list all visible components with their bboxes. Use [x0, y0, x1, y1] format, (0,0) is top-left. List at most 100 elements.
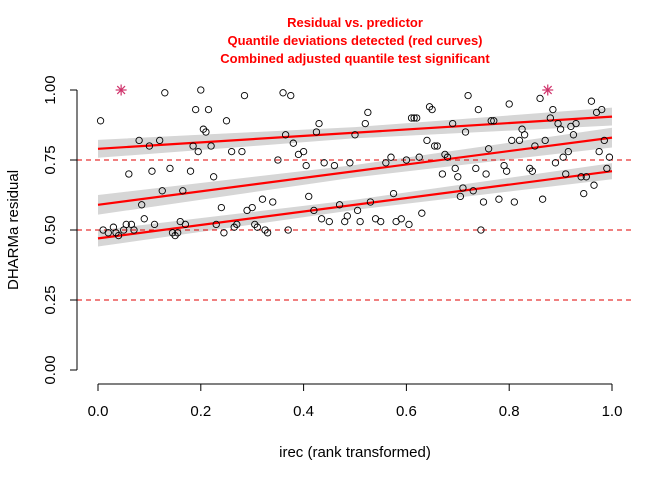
data-point [96, 117, 105, 125]
data-point [320, 159, 328, 167]
data-point [474, 105, 483, 114]
outlier-star-marker [115, 84, 127, 96]
data-point [410, 114, 418, 122]
data-point [364, 108, 372, 117]
data-point [353, 206, 362, 215]
data-point [477, 226, 485, 234]
data-point [315, 119, 323, 128]
chart-title: Residual vs. predictor Quantile deviatio… [220, 15, 490, 66]
data-point [161, 89, 169, 97]
data-point [156, 136, 164, 145]
data-point [150, 220, 159, 229]
data-point [174, 229, 182, 237]
data-point [351, 131, 359, 139]
data-point [104, 229, 112, 237]
data-point [279, 89, 287, 97]
data-point [238, 147, 246, 156]
data-point [449, 119, 457, 128]
y-axis: 0.00 0.25 0.50 0.75 1.00 [42, 75, 78, 385]
data-point [562, 170, 570, 178]
data-point [310, 206, 318, 215]
data-point [361, 119, 369, 128]
data-point [572, 119, 580, 128]
data-point [559, 153, 567, 161]
data-point [556, 125, 565, 133]
data-point [366, 198, 375, 206]
data-point [603, 164, 611, 173]
data-point [207, 142, 215, 150]
data-point [428, 105, 436, 114]
data-point [227, 147, 236, 156]
data-point [423, 136, 431, 145]
data-point [197, 86, 205, 94]
data-point [356, 217, 364, 226]
y-tick-label: 0.75 [42, 145, 59, 174]
data-point [415, 153, 423, 161]
y-tick-label: 1.00 [42, 75, 59, 104]
data-point [438, 170, 447, 178]
x-tick-label: 0.0 [88, 403, 109, 420]
data-point [595, 147, 603, 156]
y-axis-label: DHARMa residual [5, 170, 22, 290]
data-point [181, 220, 190, 229]
data-point [580, 189, 588, 198]
x-tick-label: 0.8 [499, 403, 520, 420]
title-line-2: Quantile deviations detected (red curves… [227, 33, 482, 48]
data-point [454, 173, 462, 181]
data-point [305, 192, 313, 201]
y-tick-label: 0.00 [42, 355, 59, 384]
data-point [253, 223, 261, 231]
data-point [387, 153, 395, 161]
title-line-1: Residual vs. predictor [287, 15, 423, 30]
data-point [330, 161, 339, 170]
data-point [456, 192, 465, 201]
data-point [135, 136, 143, 145]
data-point [222, 117, 231, 125]
data-point [240, 91, 249, 100]
data-point [549, 105, 557, 114]
data-point [546, 114, 554, 122]
data-point [487, 117, 495, 125]
x-axis-label: irec (rank transformed) [279, 444, 431, 461]
data-point [479, 198, 488, 206]
outlier-markers [115, 84, 554, 96]
data-point [258, 195, 267, 203]
data-point [443, 153, 452, 161]
data-point [495, 195, 503, 203]
data-point [140, 215, 148, 223]
x-tick-label: 0.6 [396, 403, 417, 420]
data-point [505, 100, 513, 108]
data-point [343, 212, 351, 220]
quantile-line-0.25 [97, 170, 613, 240]
data-point [461, 128, 470, 136]
data-point [202, 128, 210, 136]
data-point [284, 226, 292, 234]
data-point [289, 139, 297, 147]
data-point [312, 128, 321, 136]
data-point [209, 173, 218, 181]
confidence-bands [98, 107, 612, 247]
data-point [531, 142, 539, 150]
data-point [389, 189, 398, 198]
data-point [431, 142, 439, 150]
data-point [551, 159, 560, 167]
data-point [325, 217, 333, 226]
data-point [220, 229, 228, 237]
data-point [451, 164, 459, 173]
data-point [192, 105, 200, 114]
data-point [538, 195, 547, 203]
data-point [582, 173, 590, 181]
data-point [520, 131, 529, 139]
data-point [405, 220, 413, 229]
data-point [564, 147, 572, 156]
data-point [472, 164, 480, 173]
data-point [179, 187, 187, 195]
data-point [469, 187, 477, 195]
data-point [217, 203, 226, 212]
quantile-line-0.75 [97, 115, 613, 150]
x-axis: 0.0 0.2 0.4 0.6 0.8 1.0 [88, 383, 622, 420]
data-point [248, 203, 256, 212]
outlier-star-marker [542, 84, 554, 96]
data-point [464, 91, 472, 100]
x-tick-label: 0.2 [190, 403, 211, 420]
